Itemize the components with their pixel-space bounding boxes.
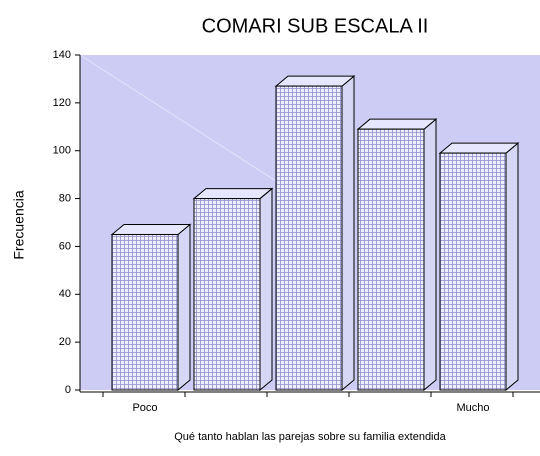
- chart-title: COMARI SUB ESCALA II: [202, 15, 429, 37]
- x-tick-label: Mucho: [456, 402, 489, 414]
- bar: [193, 198, 261, 391]
- bar-top: [274, 75, 356, 87]
- bar-side: [341, 75, 355, 392]
- y-axis-label: Frecuencia: [11, 190, 27, 259]
- bar-top: [356, 118, 438, 130]
- bar: [439, 152, 507, 391]
- bar-side: [177, 223, 191, 392]
- bar: [357, 128, 425, 391]
- bar-side: [259, 187, 273, 392]
- y-tick-label: 140: [53, 49, 71, 61]
- bar-top: [192, 188, 274, 200]
- y-tick-label: 60: [59, 240, 71, 252]
- bar: [275, 85, 343, 391]
- wall-edge: [79, 54, 291, 191]
- x-axis-label: Qué tanto hablan las parejas sobre su fa…: [174, 431, 446, 443]
- y-tick-label: 40: [59, 288, 71, 300]
- bar-top: [438, 142, 520, 154]
- bar-side: [505, 142, 519, 392]
- y-tick-label: 20: [59, 336, 71, 348]
- y-tick-label: 120: [53, 97, 71, 109]
- bar-side: [423, 118, 437, 392]
- y-tick-label: 0: [65, 384, 71, 396]
- y-tick-label: 100: [53, 145, 71, 157]
- bar-top: [110, 223, 192, 235]
- bar: [111, 233, 179, 391]
- y-tick-label: 80: [59, 192, 71, 204]
- x-tick-label: Poco: [132, 402, 157, 414]
